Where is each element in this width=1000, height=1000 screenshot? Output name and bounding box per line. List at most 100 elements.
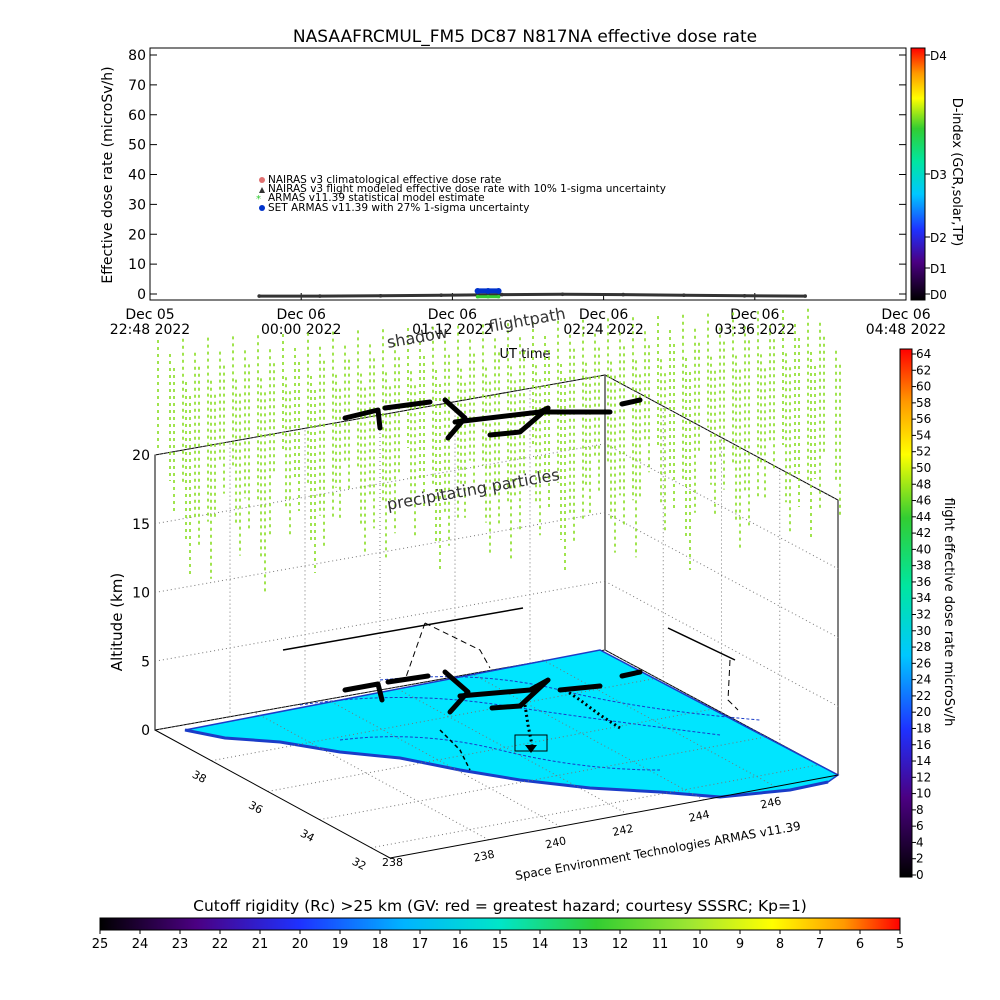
cutoff-rigidity-tick-label: 10 [692,937,709,952]
lat-tick-label: 34 [298,827,316,845]
dose-rate-tick-label: 56 [916,412,931,426]
floor-grid-lon [325,698,561,827]
wall-grid-line-right [604,443,839,570]
annotation-shadow: shadow [385,323,449,352]
nairas-flight-series-point [439,293,444,297]
wall-grid-line-left [154,512,606,593]
top-x-tick-label-date: Dec 06 [730,307,779,323]
nairas-flight-series-point [318,294,322,298]
altitude-tick-label: 20 [132,448,150,464]
top-x-tick-label-time: 04:48 2022 [866,322,946,338]
flight-segment-3 [442,397,468,441]
dose-rate-tick-label: 64 [916,347,931,361]
d-index-ticks: D0 D1 D2 D3 D4 [925,49,947,302]
legend-marker-nairas-flight [259,187,265,193]
top-chart-title: NASAAFRCMUL_FM5 DC87 N817NA effective do… [293,27,757,47]
top-y-tick-label: 60 [128,108,146,124]
shadow-dotted-path [564,688,621,730]
wall-grid-line-right [604,512,839,638]
lat-axis-line [154,729,391,859]
nairas-flight-series-point [257,294,262,298]
nairas-flight-series-point [500,292,504,297]
lon-ticks: 238 240 242 244 246 238 [382,794,782,869]
flight-segment-5 [487,405,551,438]
dose-rate-tick-label: 52 [916,445,931,459]
top-x-tick-label-date: Dec 05 [125,307,174,323]
cutoff-rigidity-tick-label: 21 [252,937,269,952]
dose-rate-colorbar-label: flight effective dose rate microSv/h [941,498,956,727]
legend-label-set-armas: SET ARMAS v11.39 with 27% 1-sigma uncert… [268,202,530,214]
flight-segment-2 [382,399,433,411]
cutoff-rigidity-tick-label: 13 [572,937,589,952]
top-x-tick-label-date: Dec 06 [579,307,628,323]
credit-text: Space Environment Technologies ARMAS v11… [514,819,802,883]
dose-rate-tick-label: 22 [916,689,931,703]
d-index-tick-label: D2 [930,231,947,245]
cutoff-rigidity-tick-label: 12 [612,937,629,952]
nairas-flight-series-point [742,293,747,298]
plot3d: 32 34 36 38 238 240 242 244 246 238 0 5 10 15 20 Alt… [108,304,841,883]
top-x-tick-label-time: 00:00 2022 [261,322,341,338]
dose-rate-tick-label: 24 [916,673,931,687]
ground-surface [184,649,840,798]
dose-rate-tick-label: 58 [916,396,931,410]
dose-rate-tick-label: 30 [916,624,931,638]
shadow-segment-1 [342,681,385,703]
dose-rate-tick-label: 28 [916,640,931,654]
cutoff-rigidity-tick-label: 15 [492,937,509,952]
dashed-projection-left [404,622,491,681]
ground-marker-triangle [525,745,537,753]
shadow-segment-2 [385,673,431,685]
shadow-dotted-path-2 [523,704,534,746]
dose-rate-tick-label: 46 [916,494,931,508]
flight-segment-1 [342,407,383,431]
top-legend: NAIRAS v3 climatological effective dose … [256,174,666,214]
cutoff-rigidity-tick-label: 25 [92,937,109,952]
dose-rate-tick-label: 14 [916,754,931,768]
set-armas-series-point [485,287,492,294]
altitude-tick-label: 15 [132,517,150,533]
dose-rate-tick-label: 36 [916,575,931,589]
dose-rate-tick-label: 34 [916,591,931,605]
top-y-tick-label: 10 [128,257,146,273]
top-x-tick-label-date: Dec 06 [277,307,326,323]
cutoff-rigidity-tick-label: 11 [652,937,669,952]
dose-rate-colorbar-ticks: 0246810121416182022242628303234363840424… [912,347,931,882]
top-y-tick-label: 50 [128,138,146,154]
nairas-flight-series-point [378,293,383,298]
cutoff-rigidity-colorbar [99,917,901,931]
cutoff-rigidity-tick-label: 19 [332,937,349,952]
wall-grid-line-left [154,443,606,525]
top-y-axis-label: Effective dose rate (microSv/h) [100,66,116,283]
shadow-segment-4 [457,677,551,711]
lat-tick-label: 32 [350,855,368,873]
nairas-flight-series-point [560,292,565,297]
dose-rate-tick-label: 4 [916,835,924,849]
altitude-tick-label: 10 [132,586,150,602]
dose-rate-tick-label: 40 [916,542,931,556]
top-x-tick-label-time: 22:48 2022 [110,322,190,338]
dose-rate-tick-label: 42 [916,526,931,540]
lat-tick-label: 36 [246,799,264,817]
dose-rate-tick-label: 26 [916,656,931,670]
lat-tick-label: 38 [190,768,208,786]
armas-model-series-point [496,294,501,299]
flight-segment-6 [619,397,643,407]
top-x-tick-label-date: Dec 06 [428,307,477,323]
dose-rate-tick-label: 50 [916,461,931,475]
nairas-flight-series-point [621,292,625,297]
cutoff-rigidity-tick-label: 14 [532,937,549,952]
dose-rate-tick-label: 6 [916,819,924,833]
d-index-tick-label: D3 [930,168,947,182]
nairas-flight-series [259,292,806,298]
dose-rate-tick-label: 0 [916,868,924,882]
lon-tick-label: 242 [611,822,634,839]
dose-rate-tick-label: 32 [916,608,931,622]
annotation-flightpath: flightpath [487,304,567,336]
flightpath-at-altitude [342,397,643,441]
cutoff-rigidity-tick-label: 6 [856,937,864,952]
cutoff-rigidity-tick-label: 22 [212,937,229,952]
dashed-projection-right [727,659,739,711]
floor-grid-lon [468,671,704,801]
